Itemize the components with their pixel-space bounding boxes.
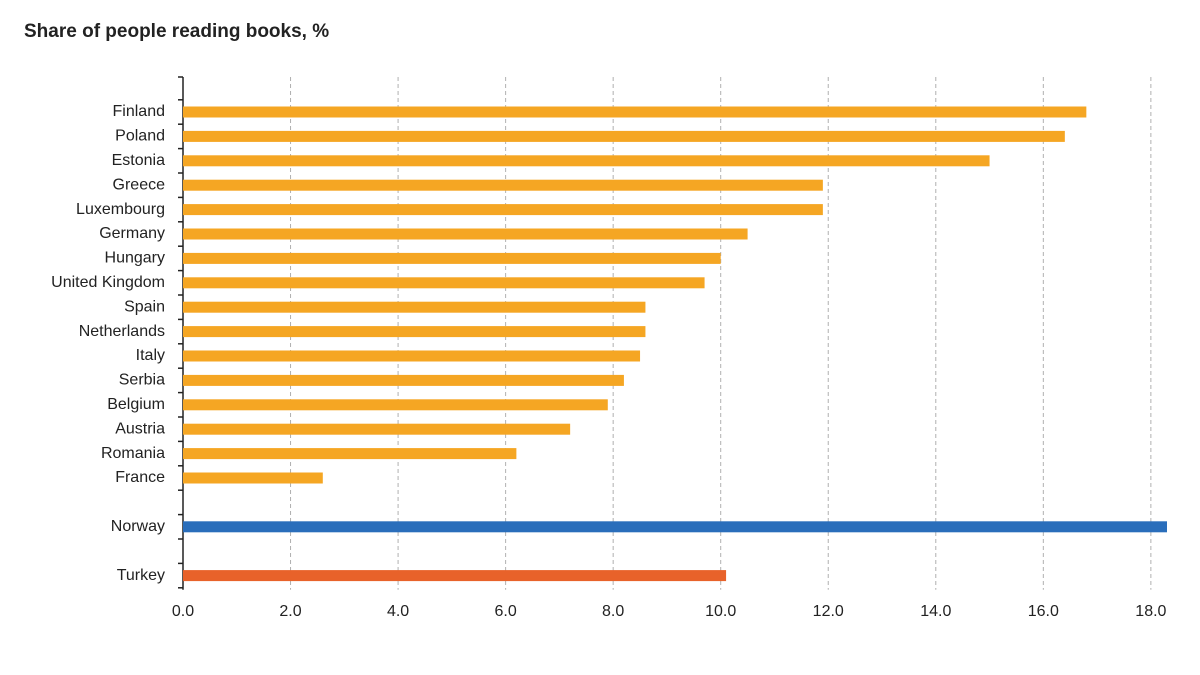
bar: [183, 570, 727, 582]
bar: [183, 228, 748, 240]
y-tick-label: Finland: [113, 103, 165, 120]
x-tick-label: 2.0: [279, 603, 301, 620]
bar: [183, 301, 646, 313]
x-tick-label: 0.0: [172, 603, 194, 620]
bar: [183, 252, 721, 264]
y-tick-label: Estonia: [112, 152, 165, 169]
bar: [183, 277, 705, 289]
y-tick-label: Luxembourg: [76, 201, 165, 218]
y-tick-label: United Kingdom: [51, 274, 165, 291]
bar: [183, 399, 608, 411]
bar: [183, 521, 1167, 533]
bar: [183, 106, 1087, 118]
bar: [183, 326, 646, 338]
y-tick-label: Hungary: [105, 250, 165, 267]
y-tick-label: Belgium: [107, 396, 165, 413]
y-tick-label: Netherlands: [79, 323, 165, 340]
bar: [183, 448, 517, 460]
y-tick-label: Austria: [115, 420, 165, 437]
y-tick-label: France: [115, 469, 165, 486]
x-tick-label: 18.0: [1135, 603, 1166, 620]
x-tick-label: 4.0: [387, 603, 409, 620]
x-tick-label: 10.0: [705, 603, 736, 620]
x-tick-label: 16.0: [1028, 603, 1059, 620]
x-tick-label: 8.0: [602, 603, 624, 620]
y-tick-label: Norway: [111, 518, 165, 535]
bar: [183, 204, 823, 216]
x-tick-label: 12.0: [813, 603, 844, 620]
y-tick-label: Spain: [124, 298, 165, 315]
bar: [183, 130, 1065, 142]
y-tick-label: Turkey: [117, 567, 165, 584]
bar: [183, 155, 990, 167]
y-tick-label: Italy: [136, 347, 165, 364]
y-tick-label: Serbia: [119, 372, 165, 389]
bar: [183, 423, 571, 435]
y-tick-label: Romania: [101, 445, 165, 462]
bar: [183, 472, 323, 484]
bar: [183, 374, 624, 386]
chart-title: Share of people reading books, %: [24, 21, 329, 42]
x-tick-label: 6.0: [494, 603, 516, 620]
y-tick-label: Greece: [113, 176, 166, 193]
y-tick-label: Germany: [99, 225, 165, 242]
y-tick-label: Poland: [115, 128, 165, 145]
bar: [183, 179, 823, 191]
x-tick-label: 14.0: [920, 603, 951, 620]
bar: [183, 350, 641, 362]
